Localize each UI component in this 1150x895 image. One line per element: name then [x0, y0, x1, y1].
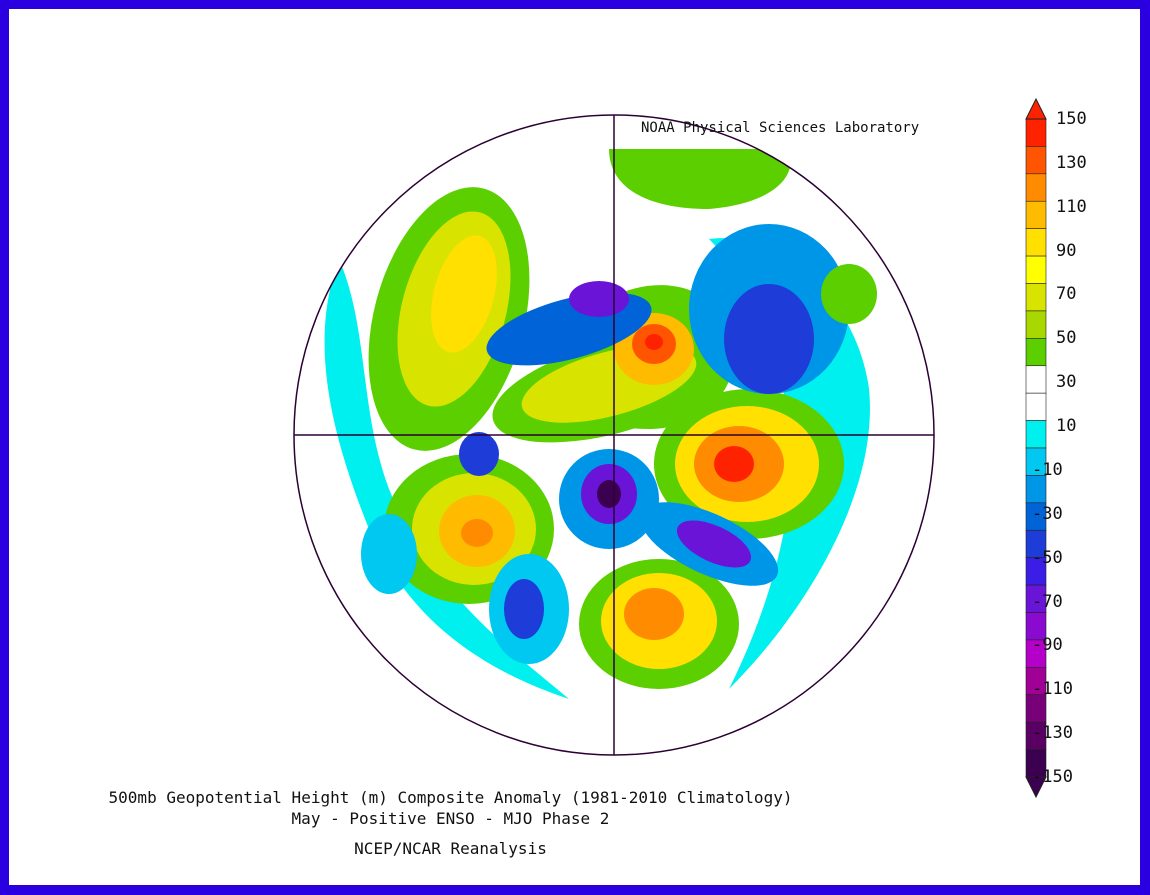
anomaly-field — [324, 149, 877, 699]
colorbar-tick-label: 150 — [1056, 109, 1087, 129]
colorbar-min-arrow — [1025, 776, 1047, 799]
colorbar-tick-label: -110 — [1032, 679, 1073, 700]
colorbar-swatch — [1025, 420, 1047, 449]
colorbar-tick-label: 110 — [1056, 196, 1087, 217]
greenland-negative — [689, 224, 849, 394]
map-boundary — [293, 114, 935, 756]
title-line-2: May - Positive ENSO - MJO Phase 2 — [291, 809, 610, 828]
credit-label: NOAA Physical Sciences Laboratory — [641, 120, 920, 136]
hudson-bay-negative — [639, 502, 779, 586]
colorbar-swatch — [1025, 228, 1047, 257]
colorbar-tick-label: -50 — [1032, 547, 1063, 568]
east-green-patch — [821, 264, 877, 324]
colorbar-swatch — [1025, 255, 1047, 284]
north-atlantic-positive — [384, 454, 554, 604]
negative-band-west — [324, 259, 569, 699]
colorbar-tick-label: -10 — [1032, 459, 1063, 480]
colorbar-tick-label: -30 — [1032, 503, 1063, 524]
colorbar-tick-label: -130 — [1032, 723, 1073, 744]
colorbar-tick-label: 10 — [1056, 416, 1077, 437]
colorbar-tick-label: 130 — [1056, 152, 1087, 173]
colorbar-tick-label: -150 — [1032, 767, 1073, 787]
eastern-north-america-positive — [579, 559, 739, 689]
colorbar-swatch — [1025, 310, 1047, 339]
colorbar-tick-label: 70 — [1056, 284, 1077, 305]
colorbar-swatch — [1025, 200, 1047, 229]
title-line-3: NCEP/NCAR Reanalysis — [354, 839, 547, 858]
polar-map — [293, 114, 935, 756]
colorbar-tick-label: 50 — [1056, 328, 1077, 349]
colorbar-swatch — [1025, 392, 1047, 421]
colorbar — [1025, 97, 1047, 799]
colorbar-swatch — [1025, 365, 1047, 394]
north-green-band — [609, 149, 791, 209]
colorbar-tick-label: 90 — [1056, 240, 1077, 261]
plot-frame: NOAA Physical Sciences Laboratory 500mb … — [9, 9, 1140, 885]
colorbar-swatch — [1025, 338, 1047, 367]
europe-negative — [559, 449, 659, 549]
colorbar-swatch — [1025, 283, 1047, 312]
west-north-america-negative — [361, 432, 569, 664]
colorbar-max-arrow — [1025, 97, 1047, 120]
colorbar-swatch — [1025, 146, 1047, 175]
title-line-1: 500mb Geopotential Height (m) Composite … — [108, 788, 793, 807]
colorbar-swatch — [1025, 118, 1047, 147]
colorbar-tick-label: -70 — [1032, 591, 1063, 612]
colorbar-swatch — [1025, 173, 1047, 202]
colorbar-tick-label: 30 — [1056, 372, 1077, 393]
colorbar-tick-label: -90 — [1032, 635, 1063, 656]
north-pacific-positive — [368, 187, 530, 451]
